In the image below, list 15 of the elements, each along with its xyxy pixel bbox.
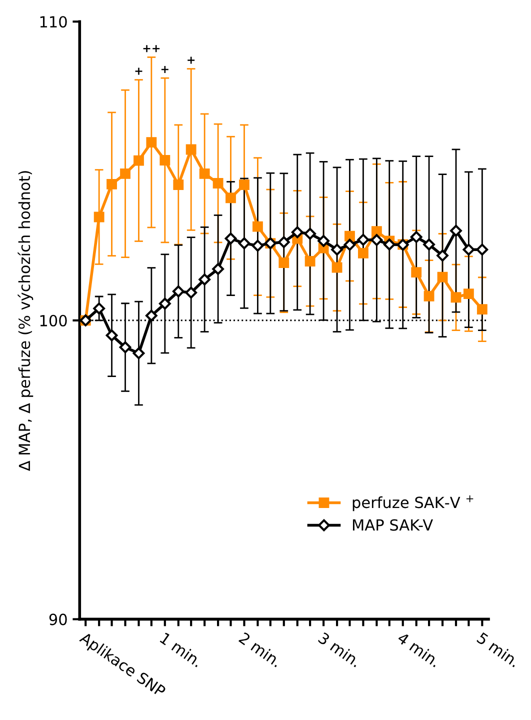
y-tick-label: 110	[40, 16, 67, 28]
y-tick-label: 100	[40, 314, 67, 326]
x-tick-label: 1 min.	[160, 632, 204, 668]
annotation: +	[135, 68, 142, 75]
annotation: +	[188, 56, 195, 64]
legend-label: perfuze SAK-V $^{+}$	[352, 495, 474, 512]
y-axis-title: ∆ MAP, ∆ perfuze (% výchozích hodnot)	[18, 171, 34, 472]
x-tick-label: 4 min.	[396, 631, 442, 668]
annotation: +	[161, 66, 168, 73]
annotation: ++	[143, 45, 160, 52]
x-tick-label: 2 min.	[238, 632, 282, 668]
y-tick-label: 90	[49, 614, 67, 626]
x-tick-label: 3 min.	[318, 632, 362, 668]
x-tick-label: 5 min.	[476, 632, 520, 668]
legend-label: MAP SAK-V	[352, 519, 433, 531]
